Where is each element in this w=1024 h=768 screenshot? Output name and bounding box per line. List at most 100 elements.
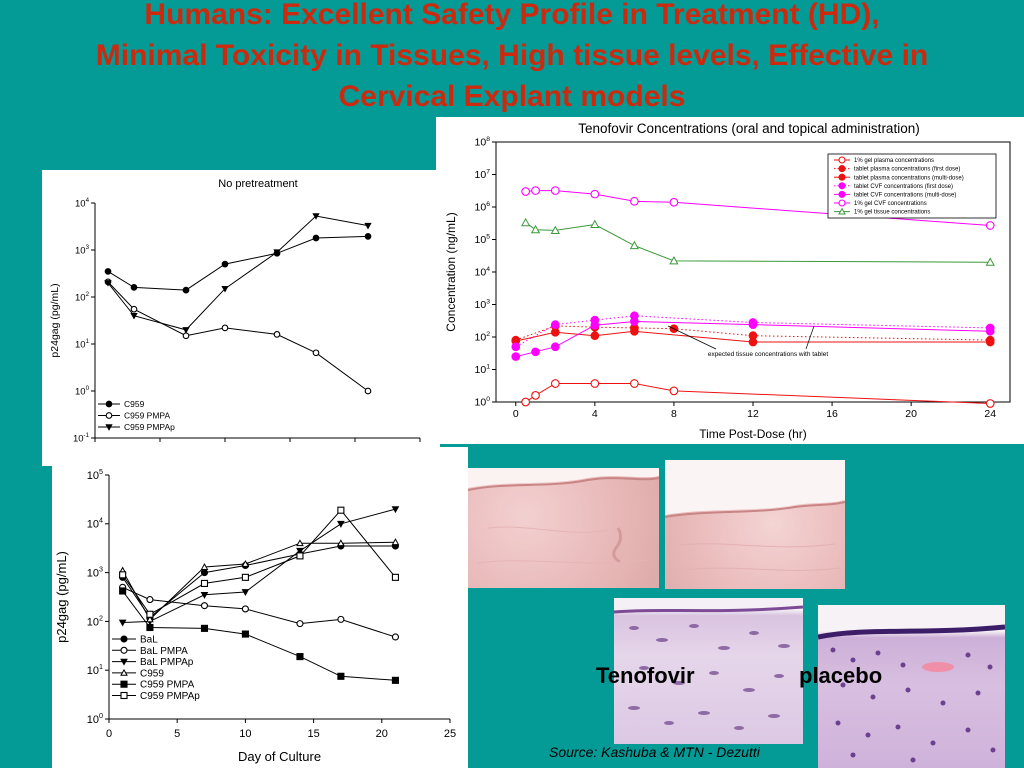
pk-x-tick-label: 0 — [513, 408, 519, 420]
culture-y-tick-label: 105 — [87, 468, 103, 482]
nopre-y-label: p24gag (pg/mL) — [49, 283, 61, 357]
pk-legend-label: tablet CVF concentrations (multi-dose) — [854, 193, 956, 199]
pk-y-tick-label: 103 — [475, 298, 491, 311]
culture-data-point — [241, 589, 250, 597]
tenofovir-tissue-photo — [614, 598, 803, 744]
no-pretreatment-chart: No pretreatment051015202510-110010110210… — [49, 178, 425, 458]
nopre-y-tick-label: 104 — [75, 197, 90, 209]
pk-data-point — [669, 256, 679, 265]
nopre-data-point — [221, 324, 229, 332]
culture-data-point — [200, 579, 209, 587]
culture-legend-label: C959 — [140, 668, 164, 679]
pk-data-point — [521, 217, 531, 227]
pk-data-point — [985, 221, 995, 230]
pk-legend-label: 1% gel plasma concentrations — [854, 158, 934, 164]
pk-y-tick-exponent: 1 — [486, 363, 490, 370]
pk-data-point — [590, 219, 600, 229]
pk-data-point — [550, 186, 560, 195]
culture-x-tick-label: 10 — [239, 728, 251, 740]
nopre-y-tick-exponent: 1 — [86, 338, 90, 345]
culture-data-point — [296, 620, 304, 628]
culture-data-point — [296, 653, 304, 661]
pk-data-point — [550, 379, 560, 388]
pk-data-point — [531, 391, 540, 400]
culture-data-point — [296, 547, 304, 555]
pk-data-point — [590, 379, 600, 388]
culture-series-line — [122, 508, 396, 623]
nopre-y-tick-label: 10-1 — [73, 432, 90, 444]
pk-data-point — [629, 240, 640, 250]
pk-y-tick-label: 108 — [475, 136, 491, 149]
nopre-series-1 — [104, 233, 372, 294]
pk-data-point — [511, 352, 521, 361]
pk-x-tick-label: 16 — [826, 408, 838, 420]
pk-data-point — [669, 197, 679, 207]
culture-y-tick-exponent: 1 — [99, 663, 103, 671]
title-line-3: Cervical Explant models — [338, 80, 686, 113]
culture-data-point — [337, 506, 345, 514]
culture-legend-swatch-marker — [120, 691, 128, 700]
pk-data-point — [511, 342, 521, 352]
culture-series-4 — [118, 538, 400, 623]
nopre-legend-swatch-marker — [105, 424, 113, 431]
nopre-title: No pretreatment — [218, 178, 297, 190]
nopre-y-tick-exponent: 4 — [86, 197, 90, 204]
culture-data-point — [241, 559, 250, 567]
culture-y-tick-label: 100 — [87, 712, 103, 726]
culture-series-line — [122, 586, 396, 638]
nopre-data-point — [182, 332, 190, 340]
nopre-data-point — [312, 213, 320, 220]
caption-tenofovir: Tenofovir — [596, 663, 695, 688]
pk-series-5 — [511, 317, 995, 361]
culture-legend-label: BaL PMPAp — [140, 657, 194, 668]
culture-data-point — [118, 619, 127, 627]
pk-legend-label: tablet plasma concentrations (first dose… — [854, 167, 960, 173]
pk-series-6 — [521, 186, 995, 230]
pk-data-point — [669, 386, 679, 396]
nopre-data-point — [182, 286, 190, 294]
culture-y-tick-label: 104 — [87, 517, 103, 531]
pk-legend-swatch-marker — [838, 199, 846, 207]
pk-data-point — [531, 347, 540, 357]
culture-y-tick-label: 103 — [87, 566, 103, 580]
nopre-data-point — [273, 331, 281, 338]
pk-data-point — [550, 225, 560, 234]
slide-title: Humans: Excellent Safety Profile in Trea… — [0, 0, 1024, 117]
pk-series-line — [515, 315, 991, 348]
pk-legend: 1% gel plasma concentrations tablet plasm… — [827, 153, 997, 219]
nopre-data-point — [312, 234, 320, 242]
culture-x-label: Day of Culture — [238, 749, 321, 764]
nopre-y-tick-label: 103 — [75, 244, 90, 256]
pk-data-point — [630, 379, 639, 388]
pk-annotation: expected tissue concentrations with tabl… — [708, 351, 829, 358]
pk-y-tick-label: 106 — [475, 201, 491, 214]
pk-y-tick-label: 105 — [475, 233, 491, 246]
culture-data-point — [337, 615, 345, 623]
pk-data-point — [985, 337, 995, 347]
culture-x-tick-label: 25 — [444, 728, 456, 740]
pk-series-line — [525, 222, 991, 263]
culture-data-point — [119, 571, 127, 579]
pk-chart-panel: Tenofovir Concentrations (oral and topic… — [436, 117, 1024, 444]
pk-x-tick-label: 12 — [747, 408, 759, 420]
nopre-data-point — [312, 349, 320, 357]
pk-series-7 — [521, 217, 995, 266]
nopre-data-point — [130, 312, 138, 320]
pk-y-tick-exponent: 0 — [486, 396, 490, 403]
culture-x-tick-label: 5 — [174, 728, 180, 740]
tenofovir-tissue-texture — [614, 605, 803, 730]
pk-x-tick-label: 8 — [671, 408, 677, 420]
culture-data-point — [200, 624, 209, 632]
pk-data-point — [985, 399, 995, 408]
pk-data-point — [531, 186, 540, 195]
pk-legend-swatch-marker — [838, 165, 846, 173]
nopre-data-point — [364, 233, 372, 240]
nopre-legend-swatch-marker — [105, 400, 113, 408]
pk-series-3 — [511, 326, 995, 347]
nopre-data-point — [104, 280, 112, 287]
culture-legend-swatch-marker — [120, 658, 128, 666]
culture-data-point — [146, 596, 154, 604]
pk-data-point — [590, 320, 600, 330]
